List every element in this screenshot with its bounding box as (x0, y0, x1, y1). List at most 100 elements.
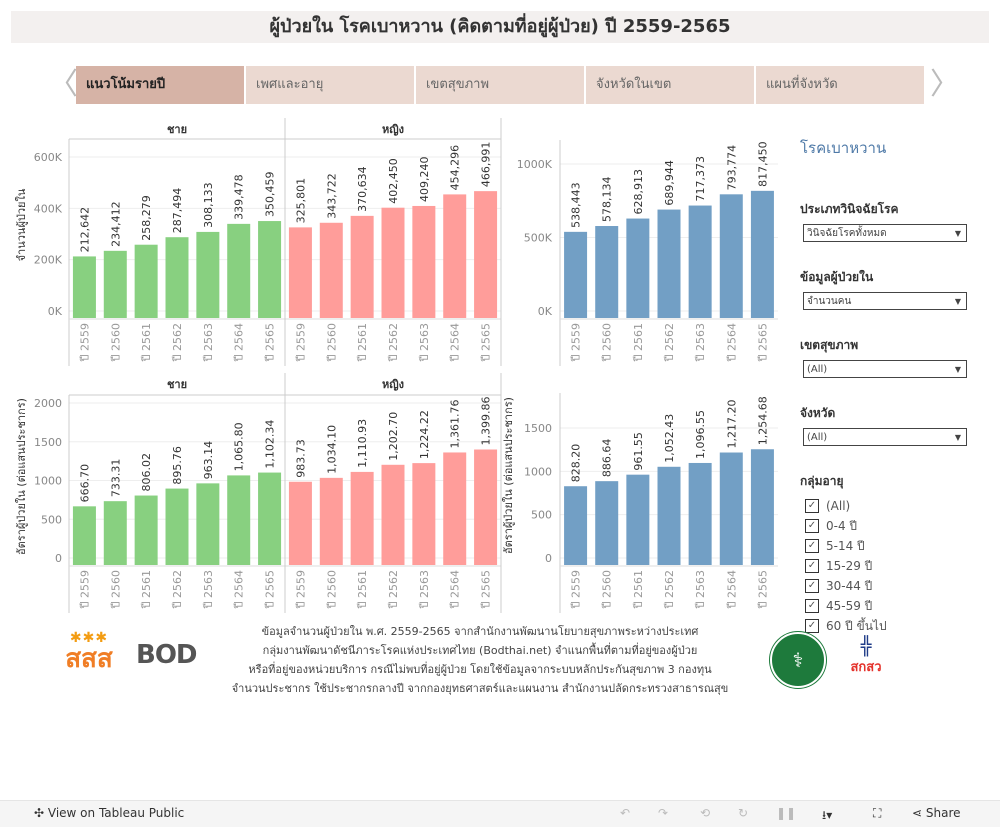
source-line: หรือที่อยู่ของหน่วยบริการ กรณีไม่พบที่อย… (248, 663, 712, 676)
fullscreen-icon[interactable]: ⛶ (873, 806, 882, 820)
bar-value-label: 817,450 (756, 141, 769, 187)
bar[interactable] (72, 256, 96, 318)
bar[interactable] (103, 250, 127, 318)
inpatient-data-select[interactable]: จำนวนคน ▼ (803, 292, 967, 310)
bar-value-label: 350,459 (264, 172, 277, 218)
y-tick-label: 500 (41, 513, 62, 526)
bar[interactable] (227, 223, 251, 318)
bar[interactable] (134, 495, 158, 565)
dropdown-arrow-icon: ▼ (954, 297, 961, 306)
view-on-tableau-label: View on Tableau Public (47, 806, 185, 820)
bar[interactable] (474, 191, 498, 318)
age-group-checkbox[interactable]: ✓ 30-44 ปี (805, 576, 980, 596)
share-button[interactable]: ⋖ Share (912, 806, 961, 820)
bar[interactable] (72, 506, 96, 565)
bar[interactable] (196, 483, 220, 565)
x-tick-label: ปี 2565 (480, 323, 493, 363)
bar[interactable] (474, 449, 498, 565)
revert-icon[interactable]: ⟲ (700, 806, 711, 820)
tab-province-map[interactable]: แผนที่จังหวัด (756, 66, 924, 104)
bar[interactable] (103, 501, 127, 565)
bar[interactable] (350, 215, 374, 318)
tab-province-in-region[interactable]: จังหวัดในเขต (586, 66, 754, 104)
age-group-checkbox[interactable]: ✓ 15-29 ปี (805, 556, 980, 576)
bar[interactable] (319, 477, 343, 565)
age-group-checkbox[interactable]: ✓ 60 ปี ขึ้นไป (805, 616, 980, 636)
diagnosis-type-select[interactable]: วินิจฉัยโรคทั้งหมด ▼ (803, 224, 967, 242)
y-tick-label: 600K (34, 151, 63, 164)
bar[interactable] (443, 452, 467, 565)
bar[interactable] (657, 466, 681, 565)
refresh-icon[interactable]: ↻ (738, 806, 749, 820)
bar[interactable] (688, 462, 712, 565)
bar[interactable] (381, 464, 405, 565)
x-tick-label: ปี 2560 (109, 570, 122, 610)
bar[interactable] (412, 463, 436, 565)
bar[interactable] (688, 205, 712, 318)
bar[interactable] (258, 221, 282, 318)
bar[interactable] (288, 481, 312, 565)
age-group-checkbox[interactable]: ✓ 0-4 ปี (805, 516, 980, 536)
select-value: จำนวนคน (807, 296, 852, 307)
x-tick-label: ปี 2562 (171, 323, 184, 363)
panel-header-หญิง: หญิง (382, 378, 404, 391)
bar[interactable] (319, 222, 343, 318)
redo-icon[interactable]: ↷ (658, 806, 669, 820)
bar[interactable] (196, 231, 220, 318)
age-group-label: 45-59 ปี (826, 598, 873, 613)
bar[interactable] (350, 471, 374, 565)
bar[interactable] (564, 231, 588, 318)
bar[interactable] (165, 237, 189, 318)
age-group-checkbox[interactable]: ✓ 5-14 ปี (805, 536, 980, 556)
next-tab-arrow-icon[interactable]: 〉 (930, 67, 960, 102)
bar-value-label: 628,913 (632, 169, 645, 215)
bar-value-label: 402,450 (387, 158, 400, 204)
province-select[interactable]: (All) ▼ (803, 428, 967, 446)
age-group-label: 60 ปี ขึ้นไป (826, 618, 887, 633)
hisro-mark-icon: ╬ (860, 636, 872, 657)
bar[interactable] (564, 486, 588, 565)
bar[interactable] (412, 205, 436, 318)
hisro-logo-text: สกสว (850, 660, 882, 675)
age-group-checkbox[interactable]: ✓ (All) (805, 496, 980, 516)
bar[interactable] (626, 218, 650, 318)
people-icon: ✱✱✱ (69, 630, 109, 646)
bar[interactable] (134, 244, 158, 318)
bar[interactable] (595, 226, 619, 318)
bar[interactable] (443, 194, 467, 318)
view-on-tableau-link[interactable]: ✣ View on Tableau Public (34, 806, 184, 820)
x-tick-label: ปี 2563 (694, 323, 707, 363)
select-value: วินิจฉัยโรคทั้งหมด (807, 228, 887, 239)
share-label: Share (925, 806, 961, 820)
bar[interactable] (288, 227, 312, 318)
x-tick-label: ปี 2561 (140, 323, 153, 363)
bar[interactable] (750, 449, 774, 565)
health-region-select[interactable]: (All) ▼ (803, 360, 967, 378)
bar[interactable] (258, 472, 282, 565)
bar[interactable] (381, 207, 405, 318)
y-axis-title: จำนวนผู้ป่วยใน (15, 188, 28, 261)
age-group-label: 15-29 ปี (826, 558, 873, 573)
bar-value-label: 212,642 (78, 207, 91, 253)
bar[interactable] (719, 452, 743, 565)
tab-health-region[interactable]: เขตสุขภาพ (416, 66, 584, 104)
bar[interactable] (227, 475, 251, 565)
bar[interactable] (165, 488, 189, 565)
tab-sex-age[interactable]: เพศและอายุ (246, 66, 414, 104)
moph-logo: ⚕ (770, 632, 826, 688)
tab-yearly-trend[interactable]: แนวโน้มรายปี (76, 66, 244, 104)
undo-icon[interactable]: ↶ (620, 806, 631, 820)
bar[interactable] (750, 190, 774, 318)
download-icon[interactable]: ⭳▾ (822, 808, 833, 822)
bar[interactable] (595, 481, 619, 565)
prev-tab-arrow-icon[interactable]: 〈 (48, 67, 78, 102)
bar-value-label: 343,722 (325, 173, 338, 219)
age-group-checkbox[interactable]: ✓ 45-59 ปี (805, 596, 980, 616)
y-tick-label: 500 (531, 509, 552, 522)
pause-icon[interactable]: ❚❚ (776, 806, 797, 820)
x-tick-label: ปี 2560 (325, 323, 338, 363)
source-line: กลุ่มงานพัฒนาดัชนีภาระโรคแห่งประเทศไทย (… (262, 644, 698, 657)
bar[interactable] (719, 194, 743, 318)
bar[interactable] (657, 209, 681, 318)
bar[interactable] (626, 474, 650, 565)
